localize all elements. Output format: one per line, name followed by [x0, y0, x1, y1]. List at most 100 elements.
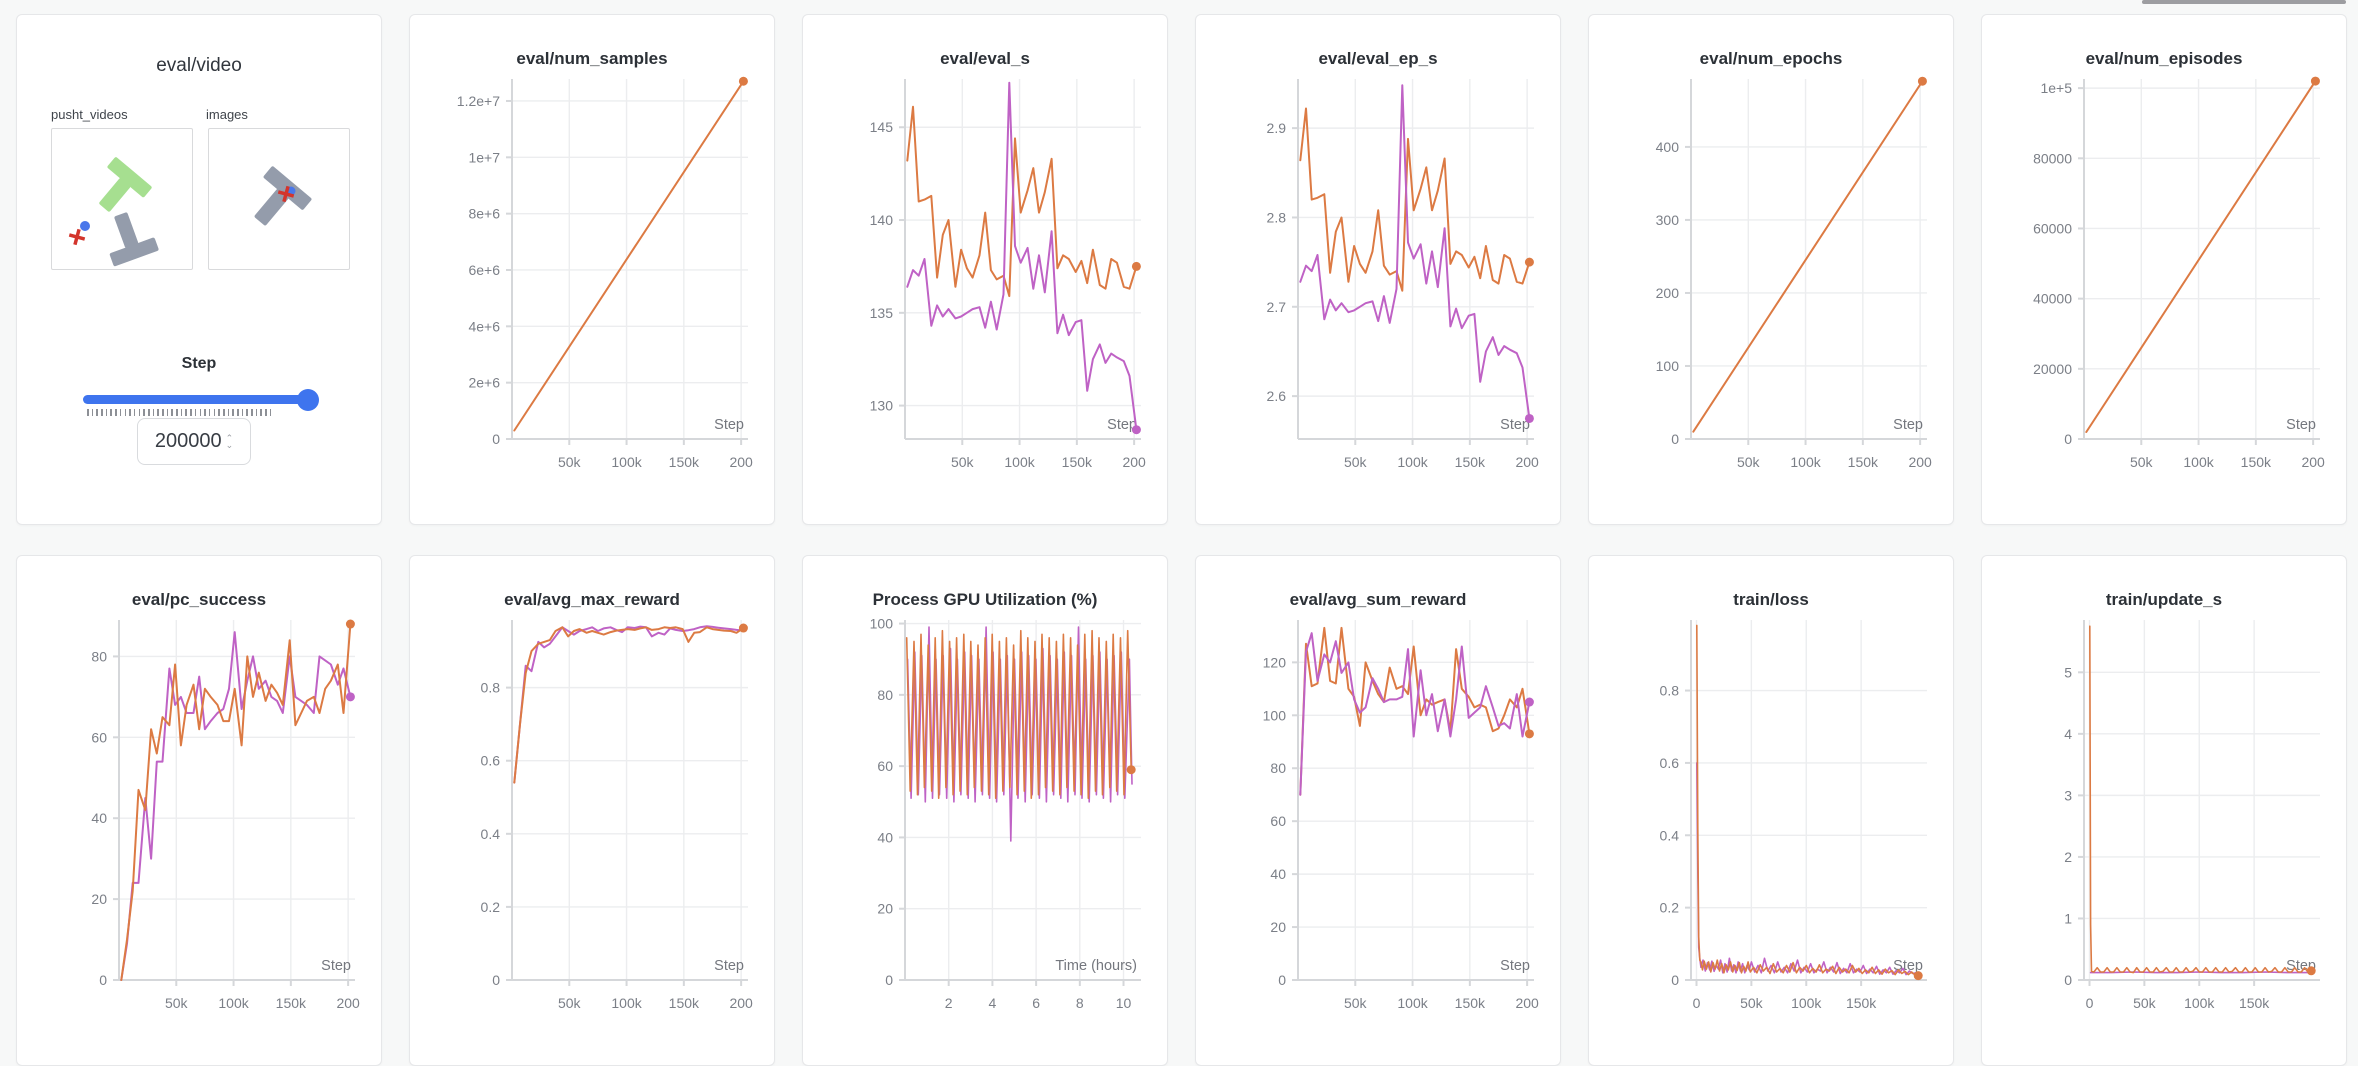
svg-text:150k: 150k [669, 454, 700, 470]
svg-text:8: 8 [1076, 995, 1084, 1011]
series-end-dot-run-orange [1913, 971, 1923, 981]
svg-text:300: 300 [1656, 212, 1680, 228]
svg-text:200: 200 [1122, 454, 1146, 470]
svg-text:20: 20 [91, 891, 107, 907]
media-labels: pusht_videos images [51, 107, 361, 122]
svg-text:200: 200 [1908, 454, 1932, 470]
svg-text:50k: 50k [2130, 454, 2154, 470]
svg-text:20: 20 [877, 901, 893, 917]
series-end-dot-run-orange [1126, 765, 1136, 775]
chart-plot-eval-num_samples[interactable]: 0 2e+6 4e+6 6e+6 8e+6 1e+7 1.2e+7 50k 100k 150k 20… [424, 71, 760, 505]
pusht-video-thumbnail[interactable] [51, 128, 193, 270]
svg-text:100k: 100k [611, 995, 642, 1011]
svg-text:0.8: 0.8 [481, 680, 501, 696]
chart-plot-eval-avg_sum_reward[interactable]: 0 20 40 60 80 100 120 50k 100k 150k 200 Step [1210, 612, 1546, 1046]
chart-panel-eval-avg_max_reward: eval/avg_max_reward 0 0.2 0.4 0.6 0.8 50k 100k 1… [409, 555, 775, 1066]
svg-text:80000: 80000 [2033, 150, 2072, 166]
svg-text:10: 10 [1116, 995, 1132, 1011]
chart-panel-eval-avg_sum_reward: eval/avg_sum_reward 0 20 40 60 80 100 120 50k 100… [1195, 555, 1561, 1066]
svg-text:4: 4 [2064, 726, 2072, 742]
svg-text:5: 5 [2064, 664, 2072, 680]
horizontal-scrollbar-thumb[interactable] [2142, 0, 2346, 4]
number-spinner[interactable]: ⌃ ⌄ [225, 432, 234, 450]
svg-text:Step: Step [1107, 417, 1137, 433]
svg-text:50k: 50k [1737, 454, 1761, 470]
svg-text:Step: Step [1500, 958, 1530, 974]
chart-title: eval/pc_success [131, 590, 267, 609]
series-end-dot-run-orange [1917, 76, 1927, 86]
series-line-run-purple [120, 631, 352, 981]
step-value-input[interactable]: 200000 ⌃ ⌄ [137, 418, 251, 465]
spinner-down-icon[interactable]: ⌄ [225, 439, 234, 450]
chart-title: train/loss [1733, 590, 1809, 609]
chart-plot-eval-eval_ep_s[interactable]: 2.6 2.7 2.8 2.9 50k 100k 150k 200 Step [1210, 71, 1546, 505]
svg-text:200: 200 [1656, 285, 1680, 301]
series-line-run-orange [513, 80, 745, 432]
series-end-dot-run-orange [1524, 729, 1534, 739]
series-line-run-orange [2085, 80, 2317, 433]
svg-text:4: 4 [989, 995, 997, 1011]
svg-text:0: 0 [2086, 995, 2094, 1011]
chart-plot-eval-avg_max_reward[interactable]: 0 0.2 0.4 0.6 0.8 50k 100k 150k 200 Step [424, 612, 760, 1046]
media-label-pusht-videos: pusht_videos [51, 107, 128, 122]
svg-text:6: 6 [1032, 995, 1040, 1011]
series-end-dot-run-purple [1131, 425, 1141, 435]
svg-text:50k: 50k [951, 454, 975, 470]
svg-text:Step: Step [1893, 958, 1923, 974]
chart-plot-eval-num_epochs[interactable]: 0 100 200 300 400 50k 100k 150k 200 Step [1603, 71, 1939, 505]
svg-text:200: 200 [1515, 454, 1539, 470]
series-line-run-orange [1299, 626, 1531, 796]
step-slider[interactable] [83, 388, 319, 416]
step-value[interactable]: 200000 [154, 430, 222, 452]
media-thumbnails [51, 128, 350, 270]
svg-text:0.6: 0.6 [481, 753, 501, 769]
svg-text:40: 40 [91, 810, 107, 826]
svg-text:0: 0 [1693, 995, 1701, 1011]
chart-plot-eval-pc_success[interactable]: 0 20 40 60 80 50k 100k 150k 200 Step [31, 612, 367, 1046]
svg-text:0.8: 0.8 [1660, 683, 1680, 699]
series-line-run-orange [1696, 624, 1920, 977]
chart-title: eval/eval_ep_s [1318, 49, 1438, 68]
svg-text:6e+6: 6e+6 [468, 262, 500, 278]
svg-text:200: 200 [1515, 995, 1539, 1011]
svg-text:2.8: 2.8 [1267, 209, 1287, 225]
series-end-dot-run-purple [1524, 413, 1534, 423]
chart-title: train/update_s [2105, 590, 2223, 609]
media-panel-title: eval/video [156, 55, 242, 76]
panel-eval-video: eval/video pusht_videos images [16, 14, 382, 525]
chart-panel-gpu-utilization: Process GPU Utilization (%) 0 20 40 60 80 100 2… [802, 555, 1168, 1066]
svg-text:60000: 60000 [2033, 220, 2072, 236]
svg-text:50k: 50k [165, 995, 189, 1011]
svg-text:150k: 150k [669, 995, 700, 1011]
chart-plot-eval-num_episodes[interactable]: 0 20000 40000 60000 80000 1e+5 50k 100k 150k 200 S… [1996, 71, 2332, 505]
slider-thumb[interactable] [297, 388, 319, 411]
svg-text:400: 400 [1656, 139, 1680, 155]
chart-plot-gpu-utilization[interactable]: 0 20 40 60 80 100 2 4 6 8 10 Time (hours) [817, 612, 1153, 1046]
chart-panel-eval-num_episodes: eval/num_episodes 0 20000 40000 60000 80000 1e… [1981, 14, 2347, 525]
svg-text:Step: Step [1500, 417, 1530, 433]
series-end-dot-run-orange [1131, 261, 1141, 271]
svg-text:200: 200 [336, 995, 360, 1011]
chart-panel-eval-num_samples: eval/num_samples 0 2e+6 4e+6 6e+6 8e+6 1e+7 1.2… [409, 14, 775, 525]
series-line-run-orange [2089, 625, 2313, 974]
chart-plot-eval-eval_s[interactable]: 130 135 140 145 50k 100k 150k 200 Step [817, 71, 1153, 505]
series-end-dot-run-orange [1524, 257, 1534, 267]
svg-text:Step: Step [714, 417, 744, 433]
slider-track[interactable] [83, 388, 319, 411]
svg-text:100k: 100k [1397, 454, 1428, 470]
svg-text:8e+6: 8e+6 [468, 206, 500, 222]
chart-title: eval/avg_sum_reward [1289, 590, 1467, 609]
svg-text:0: 0 [99, 972, 107, 988]
chart-title: eval/avg_max_reward [504, 590, 680, 609]
images-thumbnail[interactable] [208, 128, 350, 270]
svg-text:0: 0 [492, 972, 500, 988]
svg-text:0: 0 [1278, 972, 1286, 988]
svg-text:20: 20 [1270, 919, 1286, 935]
svg-text:50k: 50k [1740, 995, 1764, 1011]
series-line-run-purple [1299, 84, 1531, 420]
svg-text:100: 100 [1656, 358, 1680, 374]
spinner-up-icon[interactable]: ⌃ [225, 432, 234, 443]
chart-plot-train-loss[interactable]: 0 0.2 0.4 0.6 0.8 0 50k 100k 150k Step [1603, 612, 1939, 1046]
